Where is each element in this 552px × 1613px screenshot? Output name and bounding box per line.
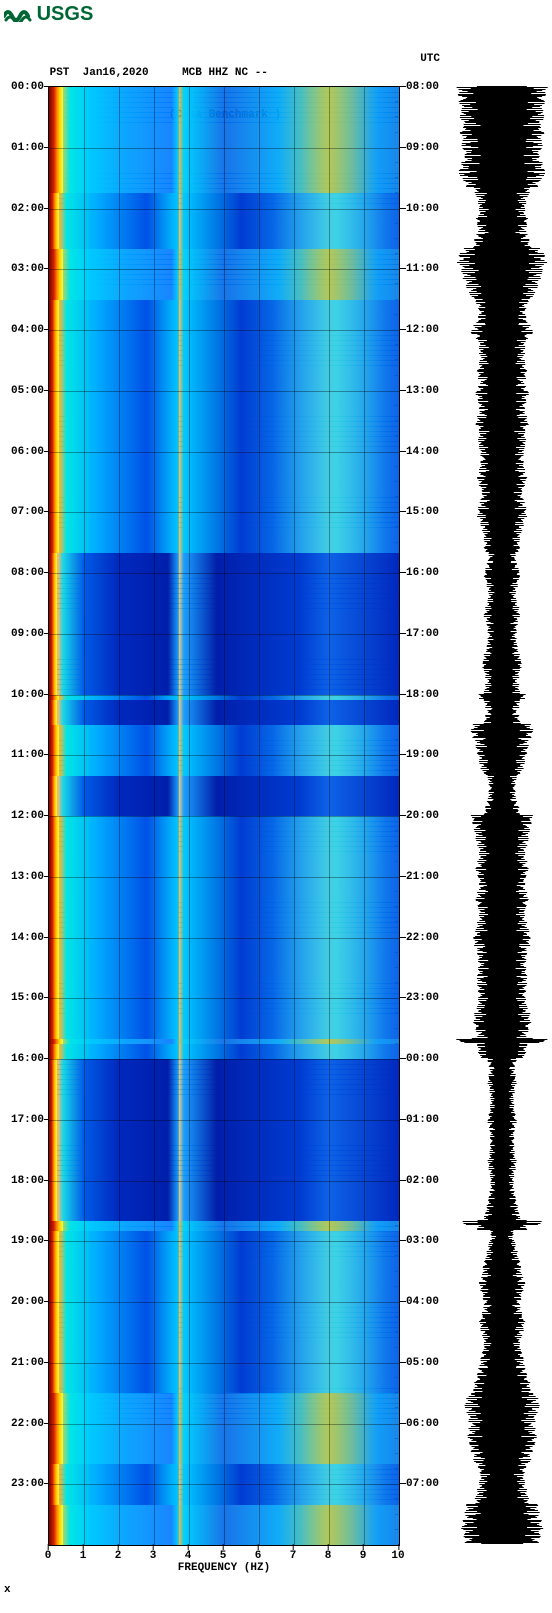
grid-line-horizontal [49, 573, 399, 574]
ytick-right-label: 16:00 [406, 567, 439, 579]
xtick-label: 1 [80, 1550, 87, 1562]
ytick-right-label: 19:00 [406, 749, 439, 761]
ytick-left-label: 12:00 [11, 810, 44, 822]
ytick-left-label: 22:00 [11, 1418, 44, 1430]
ytick-left-label: 16:00 [11, 1053, 44, 1065]
ytick-left-label: 00:00 [11, 81, 44, 93]
grid-line-horizontal [49, 1181, 399, 1182]
ytick-right-label: 17:00 [406, 628, 439, 640]
ytick-left-label: 17:00 [11, 1114, 44, 1126]
ytick-right-label: 09:00 [406, 142, 439, 154]
ytick-right-label: 20:00 [406, 810, 439, 822]
xtick-label: 5 [220, 1550, 227, 1562]
grid-line-horizontal [49, 695, 399, 696]
spectrogram-area [48, 86, 398, 1546]
ytick-right-label: 10:00 [406, 203, 439, 215]
xtick-label: 3 [150, 1550, 157, 1562]
y-axis-left-pst: 00:0001:0002:0003:0004:0005:0006:0007:00… [0, 86, 48, 1544]
grid-line-horizontal [49, 269, 399, 270]
xtick-label: 10 [391, 1550, 404, 1562]
grid-line-horizontal [49, 512, 399, 513]
ytick-left-label: 19:00 [11, 1235, 44, 1247]
ytick-right-label: 14:00 [406, 446, 439, 458]
ytick-left-label: 15:00 [11, 992, 44, 1004]
ytick-left-label: 13:00 [11, 871, 44, 883]
ytick-left-label: 05:00 [11, 385, 44, 397]
ytick-left-label: 02:00 [11, 203, 44, 215]
grid-line-horizontal [49, 452, 399, 453]
grid-line-horizontal [49, 1241, 399, 1242]
xtick-label: 6 [255, 1550, 262, 1562]
ytick-left-label: 18:00 [11, 1175, 44, 1187]
ytick-left-label: 09:00 [11, 628, 44, 640]
grid-line-horizontal [49, 1120, 399, 1121]
ytick-right-label: 01:00 [406, 1114, 439, 1126]
spectrogram [48, 86, 400, 1546]
footer-glyph: x [4, 1584, 11, 1596]
ytick-right-label: 18:00 [406, 689, 439, 701]
grid-line-horizontal [49, 209, 399, 210]
x-axis-label: FREQUENCY (HZ) [48, 1562, 400, 1574]
ytick-right-label: 04:00 [406, 1296, 439, 1308]
grid-line-horizontal [49, 330, 399, 331]
xtick-label: 0 [45, 1550, 52, 1562]
grid-line-horizontal [49, 634, 399, 635]
waveform-sample [481, 1543, 523, 1544]
ytick-left-label: 07:00 [11, 506, 44, 518]
xtick-label: 7 [290, 1550, 297, 1562]
ytick-left-label: 14:00 [11, 932, 44, 944]
ytick-left-label: 11:00 [11, 749, 44, 761]
xtick-label: 2 [115, 1550, 122, 1562]
xtick-label: 9 [360, 1550, 367, 1562]
grid-line-horizontal [49, 816, 399, 817]
ytick-right-label: 11:00 [406, 263, 439, 275]
ytick-left-label: 20:00 [11, 1296, 44, 1308]
ytick-right-label: 23:00 [406, 992, 439, 1004]
ytick-left-label: 08:00 [11, 567, 44, 579]
ytick-left-label: 10:00 [11, 689, 44, 701]
grid-line-horizontal [49, 998, 399, 999]
header-date: Jan16,2020 [83, 67, 149, 79]
ytick-right-label: 05:00 [406, 1357, 439, 1369]
ytick-right-label: 21:00 [406, 871, 439, 883]
grid-line-horizontal [49, 938, 399, 939]
usgs-logo-text: USGS [37, 3, 94, 26]
grid-line-horizontal [49, 1059, 399, 1060]
waveform-trace [452, 86, 552, 1544]
right-tz-label: UTC [420, 52, 440, 66]
ytick-right-label: 06:00 [406, 1418, 439, 1430]
xtick-label: 4 [185, 1550, 192, 1562]
ytick-right-label: 03:00 [406, 1235, 439, 1247]
usgs-logo: USGS [4, 2, 93, 26]
grid-line-horizontal [49, 1484, 399, 1485]
ytick-right-label: 22:00 [406, 932, 439, 944]
grid-line-horizontal [49, 1302, 399, 1303]
ytick-left-label: 06:00 [11, 446, 44, 458]
y-axis-right-utc: 08:0009:0010:0011:0012:0013:0014:0015:00… [398, 86, 458, 1544]
grid-line-horizontal [49, 148, 399, 149]
grid-line-horizontal [49, 1424, 399, 1425]
grid-line-horizontal [49, 1363, 399, 1364]
grid-line-horizontal [49, 755, 399, 756]
ytick-right-label: 12:00 [406, 324, 439, 336]
left-tz-label: PST [50, 67, 70, 79]
ytick-right-label: 00:00 [406, 1053, 439, 1065]
ytick-left-label: 23:00 [11, 1478, 44, 1490]
ytick-right-label: 07:00 [406, 1478, 439, 1490]
xtick-label: 8 [325, 1550, 332, 1562]
ytick-left-label: 01:00 [11, 142, 44, 154]
ytick-right-label: 02:00 [406, 1175, 439, 1187]
ytick-left-label: 21:00 [11, 1357, 44, 1369]
ytick-left-label: 03:00 [11, 263, 44, 275]
ytick-right-label: 08:00 [406, 81, 439, 93]
grid-line-horizontal [49, 877, 399, 878]
ytick-left-label: 04:00 [11, 324, 44, 336]
grid-line-horizontal [49, 391, 399, 392]
ytick-right-label: 13:00 [406, 385, 439, 397]
ytick-right-label: 15:00 [406, 506, 439, 518]
